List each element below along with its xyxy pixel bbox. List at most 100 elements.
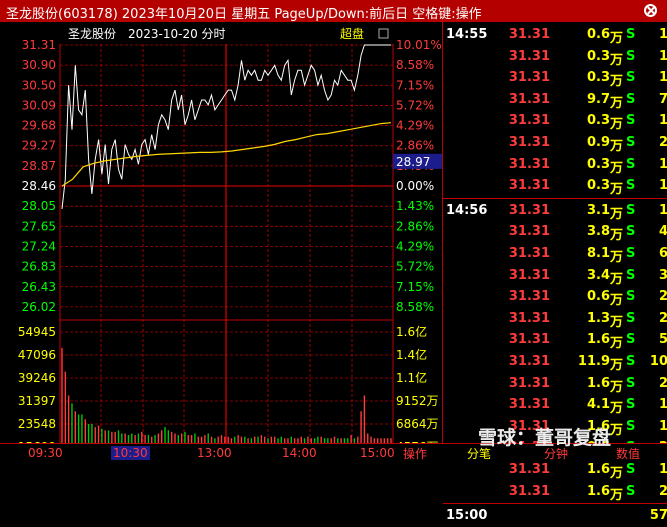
tick-row: 31.31 0.3 万 S 1 — [443, 46, 667, 68]
watermark-text: 雪球：董哥复盘 — [478, 427, 612, 449]
close-icon[interactable] — [644, 4, 657, 17]
x-label-1030[interactable]: 10:30 — [111, 446, 150, 460]
tick-price: 31.31 — [508, 397, 550, 413]
tick-side: S — [626, 156, 636, 172]
tick-volume-unit: 万 — [610, 358, 624, 373]
tick-count: 1 — [658, 418, 667, 434]
tick-price: 31.31 — [508, 246, 550, 261]
tick-side: S — [626, 48, 636, 64]
tick-count: 1 — [658, 113, 667, 129]
tick-volume-unit: 万 — [610, 95, 624, 111]
tick-price: 31.31 — [508, 48, 550, 64]
tick-side: S — [626, 27, 636, 42]
tick-count: 5 — [658, 332, 667, 348]
tick-count: 57 — [649, 508, 667, 524]
pct-axis-label: 7.15% — [396, 280, 434, 294]
tick-volume-unit: 万 — [610, 250, 624, 265]
tick-price: 31.31 — [508, 113, 550, 129]
tick-volume-unit: 万 — [610, 117, 624, 133]
tick-price: 31.31 — [508, 354, 550, 369]
tab-values[interactable]: 数值 — [616, 447, 641, 461]
tick-price: 31.31 — [508, 91, 550, 107]
tick-volume: 0.3 — [586, 156, 610, 172]
price-axis-label: 28.05 — [22, 199, 56, 213]
tick-price: 31.31 — [508, 332, 550, 348]
average-price-line — [61, 122, 392, 187]
chart-header-box-icon[interactable] — [378, 28, 389, 39]
tick-price: 31.31 — [508, 310, 550, 326]
tick-panel: 14:55 31.31 0.6 万 S 1 31.31 0.3 万 S 1 31.31 0.3 万 S 1 31… — [442, 22, 667, 523]
tick-volume: 0.3 — [586, 178, 610, 194]
x-label-1500: 15:00 — [360, 446, 395, 460]
tab-ticks[interactable]: 分笔 — [467, 447, 492, 461]
tick-volume: 11.9 — [577, 354, 610, 369]
tick-volume-unit: 万 — [610, 139, 624, 154]
tick-row: 14:56 31.31 3.1 万 S 1 — [443, 200, 667, 222]
tick-side: S — [626, 483, 636, 499]
chart-date-label: 2023-10-20 分时 — [128, 27, 226, 41]
volume-axis-label: 54945 — [18, 325, 56, 339]
volume-axis-right-label: 6864万 — [396, 417, 439, 431]
tick-time: 14:56 — [446, 202, 488, 218]
volume-axis-label: 31397 — [18, 394, 56, 408]
tick-price: 31.31 — [508, 224, 550, 240]
window-title: 圣龙股份(603178) 2023年10月20日 星期五 PageUp/Down… — [6, 7, 482, 22]
tick-price: 31.31 — [508, 27, 550, 42]
tick-volume-unit: 万 — [610, 401, 624, 417]
tick-volume-unit: 万 — [610, 379, 624, 395]
tick-volume: 0.3 — [586, 70, 610, 86]
tick-side: S — [626, 246, 636, 261]
price-axis-label: 26.02 — [22, 300, 56, 314]
bottom-bar: 09:30 10:30 13:00 14:00 15:00 操作 分笔 分钟 数… — [0, 443, 667, 462]
tick-side: S — [626, 462, 636, 477]
tab-minute[interactable]: 分钟 — [544, 447, 569, 461]
tick-price: 31.31 — [508, 135, 550, 150]
tick-volume-unit: 万 — [610, 336, 624, 352]
tick-volume-unit: 万 — [610, 206, 624, 222]
pct-axis-label: 5.72% — [396, 98, 434, 112]
price-axis-label: 27.65 — [22, 219, 56, 233]
tick-side: S — [626, 224, 636, 240]
tick-side: S — [626, 267, 636, 283]
tick-side: S — [626, 70, 636, 86]
tick-price: 31.31 — [508, 267, 550, 283]
tick-volume-unit: 万 — [610, 466, 624, 481]
tick-volume: 1.6 — [586, 332, 610, 348]
tick-volume: 4.1 — [586, 397, 610, 413]
tick-row: 31.31 0.3 万 S 1 — [443, 175, 667, 197]
tick-count: 10 — [649, 354, 667, 369]
tick-volume-unit: 万 — [610, 52, 624, 68]
volume-axis-right-label: 1.4亿 — [396, 347, 427, 362]
tick-volume-unit: 万 — [610, 228, 624, 244]
tick-volume: 9.7 — [586, 91, 610, 107]
tick-count: 2 — [658, 483, 667, 499]
tick-volume: 1.3 — [586, 310, 610, 326]
tick-row: 31.31 8.1 万 S 6 — [443, 243, 667, 265]
tick-side: S — [626, 375, 636, 391]
tick-row: 31.31 0.3 万 S 1 — [443, 67, 667, 89]
tick-row: 31.31 1.6 万 S 5 — [443, 329, 667, 351]
pct-axis-label: 8.58% — [396, 58, 434, 72]
tick-row: 31.31 1.6 万 S 2 — [443, 373, 667, 395]
tick-side: S — [626, 113, 636, 129]
tick-row: 31.31 1.6 万 S 1 — [443, 459, 667, 481]
tick-side: S — [626, 397, 636, 413]
price-axis-label: 31.31 — [22, 38, 56, 52]
intraday-chart[interactable]: 圣龙股份 2023-10-20 分时 超盘 31.31 10.01% 30.90 8.58%… — [0, 22, 442, 443]
tick-volume-unit: 万 — [610, 74, 624, 90]
tick-side: S — [626, 135, 636, 150]
tick-time: 15:00 — [446, 508, 488, 524]
tick-row: 14:55 31.31 0.6 万 S 1 — [443, 24, 667, 46]
tab-operate[interactable]: 操作 — [403, 447, 428, 461]
tick-count: 2 — [658, 375, 667, 391]
price-axis-label: 27.24 — [22, 239, 56, 253]
tick-price: 31.31 — [508, 178, 550, 194]
tick-side: S — [626, 418, 636, 434]
volume-axis-right-label: 4576万 — [396, 440, 439, 443]
pct-axis-label: 10.01% — [396, 38, 442, 52]
tick-price: 31.31 — [508, 418, 550, 434]
price-axis-label: 30.50 — [22, 78, 56, 92]
pct-axis-label: 4.29% — [396, 239, 434, 253]
price-axis-label: 26.43 — [22, 280, 56, 294]
tick-volume: 0.9 — [586, 135, 610, 150]
